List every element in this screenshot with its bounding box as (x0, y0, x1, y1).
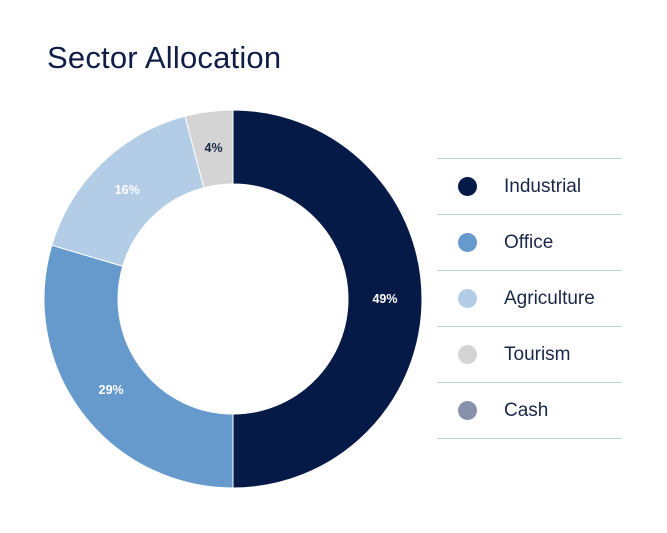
legend-label-tourism: Tourism (504, 343, 571, 365)
slice-label-office: 29% (99, 383, 124, 397)
slice-tourism (184, 109, 234, 189)
chart-title: Sector Allocation (47, 40, 282, 75)
legend-swatch-agriculture (458, 289, 477, 308)
legend-swatch-office (458, 233, 477, 252)
legend-item-agriculture: Agriculture (437, 271, 622, 327)
legend-label-agriculture: Agriculture (504, 287, 595, 309)
legend-item-office: Office (437, 215, 622, 271)
legend-label-industrial: Industrial (504, 175, 582, 197)
legend-swatch-tourism (458, 345, 477, 364)
slice-label-industrial: 49% (372, 292, 397, 306)
slice-label-agriculture: 16% (115, 183, 140, 197)
legend-item-tourism: Tourism (437, 327, 622, 383)
slice-industrial (232, 109, 423, 489)
chart-legend: Industrial Office Agriculture Tourism Cash (437, 158, 622, 439)
legend-swatch-cash (458, 401, 477, 420)
slice-office (43, 244, 234, 489)
slice-label-tourism: 4% (205, 141, 223, 155)
legend-label-office: Office (504, 231, 554, 253)
legend-item-industrial: Industrial (437, 159, 622, 215)
legend-swatch-industrial (458, 177, 477, 196)
legend-item-cash: Cash (437, 383, 622, 439)
legend-label-cash: Cash (504, 399, 549, 421)
